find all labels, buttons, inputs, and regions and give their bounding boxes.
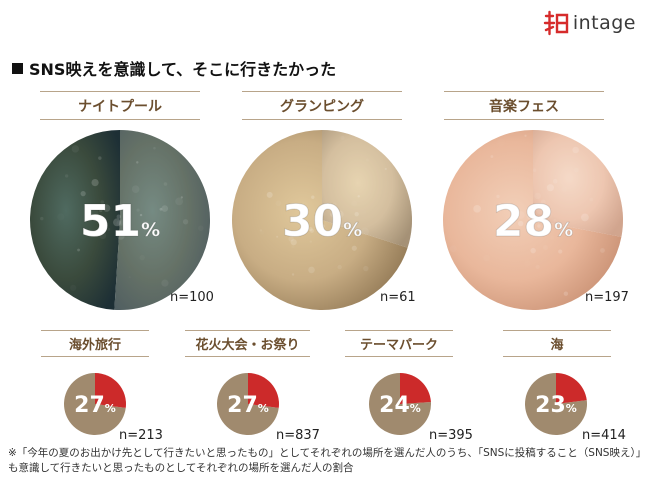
sample-size-label: n=61 <box>380 290 416 305</box>
sample-size-label: n=414 <box>582 428 626 443</box>
pie-texture <box>153 147 156 150</box>
pie-texture <box>572 147 579 154</box>
pie-texture <box>389 236 393 240</box>
pie-texture <box>581 214 589 222</box>
sample-size-label: n=837 <box>276 428 320 443</box>
pie-texture <box>562 187 567 192</box>
pie-texture <box>341 136 345 140</box>
pie-texture <box>553 179 558 184</box>
pie-texture <box>181 196 183 198</box>
pie-texture <box>161 280 168 287</box>
sample-size-label: n=197 <box>585 290 629 305</box>
pie-texture <box>132 185 140 193</box>
pie-texture <box>136 161 138 163</box>
pie-texture <box>70 285 76 291</box>
pie-texture <box>558 249 562 253</box>
pie-texture <box>140 255 145 260</box>
pie-texture <box>547 184 554 191</box>
pie-texture <box>352 246 357 251</box>
pie-texture <box>91 179 98 186</box>
pie-texture <box>359 209 367 217</box>
pie-texture <box>40 217 43 220</box>
pie-texture <box>530 248 535 253</box>
pie-texture <box>385 168 387 170</box>
pie-texture <box>536 265 540 269</box>
pie-texture <box>72 145 79 152</box>
pie-texture <box>183 219 188 224</box>
pie-texture <box>308 267 315 274</box>
pie-texture <box>175 197 183 205</box>
pie-texture <box>351 201 357 207</box>
pie-texture <box>564 292 568 296</box>
pie-texture <box>450 245 457 252</box>
pie-texture <box>491 155 494 158</box>
pie-texture <box>129 276 131 278</box>
pie-texture <box>337 265 341 269</box>
pie-texture <box>161 205 168 212</box>
sample-size-label: n=213 <box>119 428 163 443</box>
pie-texture <box>57 213 64 220</box>
pie-texture <box>366 158 369 161</box>
pie-texture <box>524 135 526 137</box>
pie-texture <box>473 205 481 213</box>
pie-texture <box>77 249 80 252</box>
pie-texture <box>98 156 101 159</box>
sample-size-label: n=100 <box>170 290 214 305</box>
pie-texture <box>164 182 168 186</box>
pie-texture <box>269 172 273 176</box>
pie-texture <box>363 266 368 271</box>
pie-texture <box>361 227 369 235</box>
footnote: ※「今年の夏のお出かけ先として行きたいと思ったもの」としてそれぞれの場所を選んだ… <box>8 446 644 476</box>
pie-texture <box>198 225 204 231</box>
pie-texture <box>527 176 533 182</box>
pie-texture <box>354 212 358 216</box>
pie-texture <box>276 200 282 206</box>
pie-texture <box>533 168 537 172</box>
pie-texture <box>589 198 593 202</box>
pie-texture <box>483 255 490 262</box>
sample-size-label: n=395 <box>429 428 473 443</box>
pie-texture <box>292 273 294 275</box>
pie-texture <box>497 139 505 147</box>
pie-texture <box>267 192 273 198</box>
pie-texture <box>600 248 605 253</box>
pie-texture <box>524 260 530 266</box>
pie-texture <box>65 174 68 177</box>
pie-texture <box>574 168 579 173</box>
pie-texture <box>276 236 278 238</box>
pie-texture <box>260 230 264 234</box>
pie-texture <box>358 195 360 197</box>
